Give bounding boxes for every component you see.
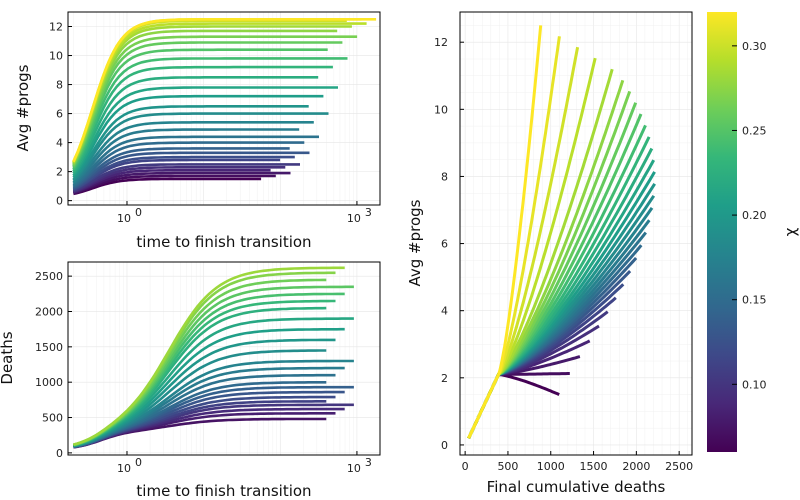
colorbar-gradient (707, 12, 737, 452)
tick-labels: 0 500 1000 1500 2000 2500 0 2 4 6 8 10 12 (434, 36, 693, 473)
y-tick-label: 2 (56, 166, 63, 179)
series-line (72, 22, 367, 163)
y-tick-label: 6 (56, 108, 63, 121)
panel-right: 0 500 1000 1500 2000 2500 0 2 4 6 8 10 12 Final cumu… (406, 11, 693, 496)
tick-labels: 10 0 10 3 0 2 4 6 8 10 12 (49, 21, 372, 225)
series-line (72, 128, 300, 185)
series-lines (72, 18, 377, 196)
y-tick-label: 0 (441, 439, 448, 452)
series-line (467, 207, 654, 439)
series-line (73, 174, 276, 195)
colorbar-tick-label: 0.20 (742, 209, 767, 222)
y-tick-label: 12 (434, 36, 448, 49)
series-line (72, 105, 309, 181)
series-line (467, 219, 651, 439)
series-line (72, 65, 333, 172)
series-line (72, 94, 324, 178)
colorbar-tick-label: 0.10 (742, 378, 767, 391)
colorbar-ticks: 0.10 0.15 0.20 0.25 0.30 (732, 40, 767, 391)
y-tick-label: 6 (441, 238, 448, 251)
plot-frame (67, 261, 381, 456)
y-axis-label: Avg #progs (14, 64, 32, 151)
panel-bottom-left: 10 0 10 3 0 500 1000 1500 2000 2500 time to finis… (0, 261, 381, 500)
y-tick-label: 4 (441, 305, 448, 318)
series-line (72, 147, 290, 189)
y-tick-label: 1000 (35, 376, 63, 389)
series-line (72, 41, 343, 167)
series-line (73, 171, 291, 194)
series-line (73, 177, 262, 196)
series-line (72, 158, 281, 192)
series-line (467, 68, 614, 439)
series-line (72, 166, 286, 193)
series-line (467, 25, 543, 439)
y-axis-label: Deaths (0, 331, 16, 384)
series-lines (73, 266, 354, 449)
series-line (72, 48, 328, 169)
y-tick-label: 12 (49, 21, 63, 34)
y-tick-label: 10 (434, 103, 448, 116)
y-tick-label: 2500 (35, 270, 63, 283)
x-axis-label: time to finish transition (136, 482, 311, 500)
x-tick-label: 10 (117, 462, 131, 475)
series-line (72, 135, 319, 187)
series-line (72, 141, 305, 188)
series-line (72, 163, 300, 193)
x-tick-label: 10 (117, 212, 131, 225)
y-tick-label: 8 (56, 79, 63, 92)
x-tick-label: 1500 (580, 460, 608, 473)
colorbar-label: χ (786, 228, 800, 237)
y-tick-label: 10 (49, 50, 63, 63)
y-tick-label: 1500 (35, 341, 63, 354)
series-line (72, 151, 310, 190)
y-tick-label: 500 (42, 412, 63, 425)
y-tick-label: 2 (441, 372, 448, 385)
x-tick-label: 10 (347, 462, 361, 475)
x-tick-exponent: 3 (365, 206, 372, 219)
x-tick-exponent: 3 (365, 456, 372, 469)
series-line (73, 266, 345, 446)
series-line (72, 35, 358, 166)
series-lines (467, 25, 656, 439)
series-line (72, 18, 377, 163)
plot-frame (459, 11, 693, 456)
panel-top-left: 10 0 10 3 0 2 4 6 8 10 12 time to finish transitio… (14, 11, 381, 251)
series-line (72, 86, 338, 177)
plot-frame (67, 11, 381, 206)
x-tick-exponent: 0 (135, 456, 142, 469)
y-tick-label: 0 (56, 447, 63, 460)
colorbar-tick-label: 0.25 (742, 124, 767, 137)
series-line (72, 57, 348, 171)
colorbar-tick-label: 0.30 (742, 40, 767, 53)
tick-labels: 10 0 10 3 0 500 1000 1500 2000 2500 (35, 270, 372, 475)
series-line (72, 25, 352, 164)
series-line (72, 112, 329, 182)
x-tick-label: 2500 (665, 460, 693, 473)
x-tick-label: 10 (347, 212, 361, 225)
colorbar-tick-label: 0.15 (742, 294, 767, 307)
series-line (72, 168, 271, 194)
x-tick-label: 2000 (622, 460, 650, 473)
series-line (72, 121, 314, 184)
series-line (72, 155, 295, 191)
x-tick-label: 1000 (537, 460, 565, 473)
y-tick-label: 0 (56, 195, 63, 208)
y-axis-label: Avg #progs (406, 199, 424, 286)
y-tick-label: 4 (56, 137, 63, 150)
y-tick-label: 8 (441, 170, 448, 183)
x-axis-label: Final cumulative deaths (487, 478, 666, 496)
x-tick-label: 0 (462, 460, 469, 473)
y-tick-label: 2000 (35, 305, 63, 318)
colorbar: 0.10 0.15 0.20 0.25 0.30 χ (707, 12, 800, 452)
x-tick-exponent: 0 (135, 206, 142, 219)
x-tick-label: 500 (497, 460, 518, 473)
x-axis-label: time to finish transition (136, 233, 311, 251)
series-line (72, 76, 319, 175)
series-line (72, 29, 338, 165)
